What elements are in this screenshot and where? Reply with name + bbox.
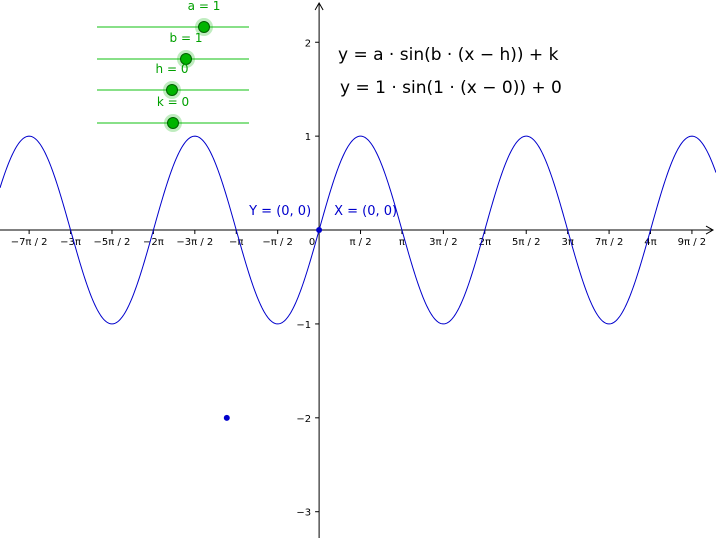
slider-label: k = 0 (157, 95, 189, 109)
point-x-label: X = (0, 0) (334, 204, 397, 219)
x-tick-label: −3π (60, 237, 81, 248)
y-axis-arrow (314, 1, 324, 11)
x-tick-label: −5π / 2 (94, 237, 131, 248)
slider-a[interactable]: a = 1 (97, 0, 249, 36)
slider-knob[interactable] (166, 84, 178, 96)
x-tick-label: 4π (644, 237, 656, 248)
x-tick-label: −π (229, 237, 243, 248)
y-tick-label: −1 (296, 320, 311, 331)
x-tick-label: −3π / 2 (176, 237, 213, 248)
x-tick-label: 3π (561, 237, 573, 248)
x-tick-label: −7π / 2 (11, 237, 48, 248)
x-tick-label: 5π / 2 (512, 237, 540, 248)
y-tick-label: −2 (296, 414, 311, 425)
slider-panel: a = 1 b = 1 h = 0 k = 0 (97, 0, 249, 132)
slider-k[interactable]: k = 0 (97, 95, 249, 132)
x-tick-label: 7π / 2 (595, 237, 623, 248)
x-tick-label: −π / 2 (262, 237, 293, 248)
y-tick-label: 1 (305, 132, 311, 143)
formula-general: y = a · sin(b · (x − h)) + k (338, 45, 559, 65)
sine-curve[interactable] (0, 135, 716, 325)
extra-points (223, 414, 230, 421)
extra-point[interactable] (223, 414, 230, 421)
x-axis-arrow (705, 225, 715, 235)
slider-h[interactable]: h = 0 (97, 62, 249, 99)
x-tick-label: 3π / 2 (429, 237, 457, 248)
y-tick-label: 2 (305, 38, 311, 49)
slider-knob[interactable] (198, 21, 210, 33)
x-tick-label: 0 (309, 237, 315, 248)
x-tick-label: 2π (479, 237, 491, 248)
x-tick-label: −2π (143, 237, 164, 248)
slider-label: b = 1 (170, 31, 203, 45)
slider-knob[interactable] (167, 117, 179, 129)
x-tick-label: π / 2 (349, 237, 371, 248)
point-y-label: Y = (0, 0) (248, 204, 311, 219)
slider-b[interactable]: b = 1 (97, 31, 249, 68)
slider-knob[interactable] (180, 53, 192, 65)
x-tick-label: π (399, 237, 405, 248)
formula-specific: y = 1 · sin(1 · (x − 0)) + 0 (340, 78, 562, 98)
slider-label: h = 0 (156, 62, 189, 76)
point-origin[interactable] (316, 227, 323, 234)
x-tick-label: 9π / 2 (678, 237, 706, 248)
y-tick-label: −3 (296, 508, 311, 519)
slider-label: a = 1 (188, 0, 221, 13)
